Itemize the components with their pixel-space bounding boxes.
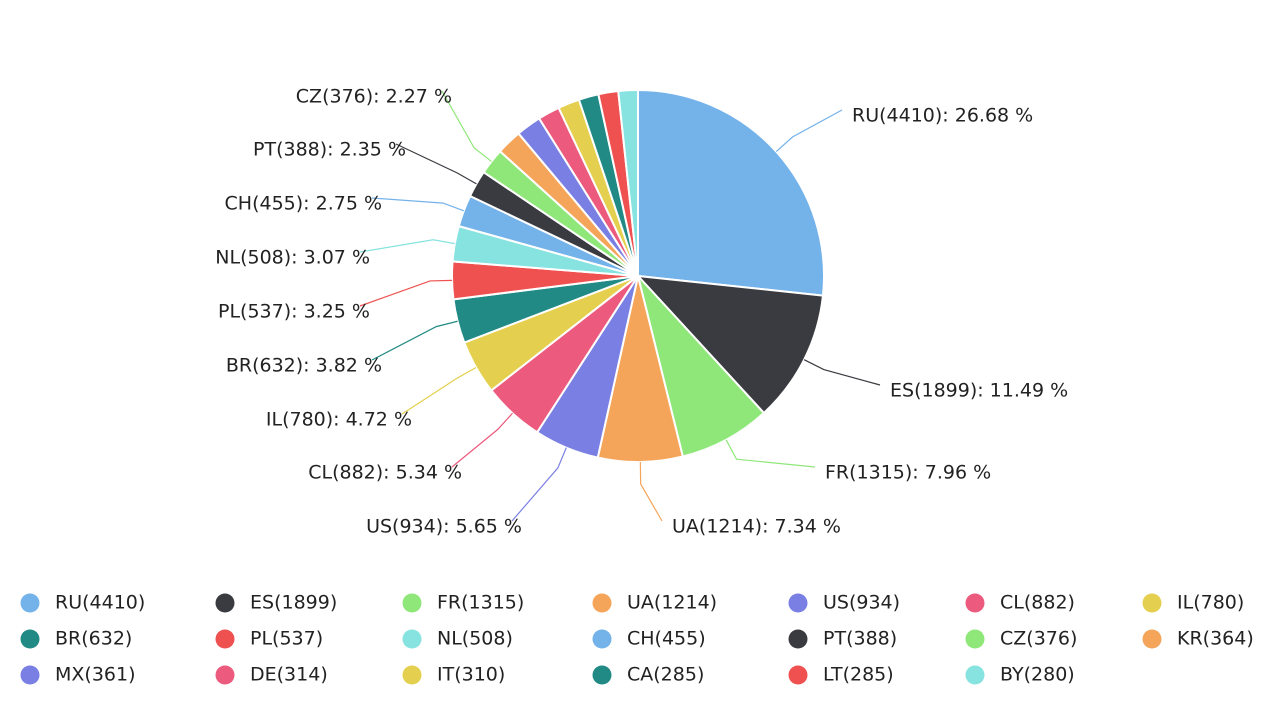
- slice-label-fr: FR(1315): 7.96 %: [825, 462, 991, 484]
- legend-marker: [215, 665, 235, 685]
- legend: RU(4410) ES(1899) FR(1315) UA(1214) US(934) C…: [20, 592, 1254, 686]
- slice-label-pl: PL(537): 3.25 %: [218, 301, 370, 323]
- legend-marker: [965, 629, 985, 649]
- legend-item-br[interactable]: BR(632): [20, 628, 133, 650]
- legend-marker: [215, 629, 235, 649]
- legend-label: CL(882): [1000, 592, 1075, 614]
- legend-label: BR(632): [55, 628, 132, 650]
- pie-slice-es[interactable]: [635, 274, 825, 415]
- legend-item-ua[interactable]: UA(1214): [592, 592, 718, 614]
- slice-label-us: US(934): 5.65 %: [366, 516, 522, 538]
- label-line-ru: [775, 109, 843, 153]
- legend-item-il[interactable]: IL(780): [1142, 592, 1245, 614]
- legend-label: BY(280): [1000, 664, 1075, 686]
- legend-item-ru[interactable]: RU(4410): [20, 592, 146, 614]
- legend-label: MX(361): [55, 664, 136, 686]
- label-line-cz: [441, 90, 492, 162]
- legend-item-pt[interactable]: PT(388): [788, 628, 898, 650]
- label-line-fr: [725, 439, 816, 468]
- label-line-il: [401, 366, 477, 415]
- label-line-cl: [451, 412, 513, 468]
- legend-marker: [20, 629, 40, 649]
- slice-label-nl: NL(508): 3.07 %: [215, 247, 370, 269]
- legend-marker: [20, 593, 40, 613]
- slice-labels: RU(4410): 26.68 % ES(1899): 11.49 % FR(131…: [215, 86, 1068, 538]
- legend-label: RU(4410): [55, 592, 145, 614]
- legend-marker: [402, 629, 422, 649]
- slice-label-ua: UA(1214): 7.34 %: [672, 516, 841, 538]
- slice-label-cz: CZ(376): 2.27 %: [296, 86, 452, 108]
- legend-item-by[interactable]: BY(280): [965, 664, 1075, 686]
- label-line-br: [371, 320, 458, 361]
- legend-label: FR(1315): [437, 592, 524, 614]
- legend-item-it[interactable]: IT(310): [402, 664, 506, 686]
- slice-label-br: BR(632): 3.82 %: [226, 355, 382, 377]
- legend-item-kr[interactable]: KR(364): [1142, 628, 1254, 650]
- legend-marker: [592, 593, 612, 613]
- legend-item-pl[interactable]: PL(537): [215, 628, 324, 650]
- legend-label: PT(388): [823, 628, 897, 650]
- legend-label: CZ(376): [1000, 628, 1077, 650]
- slice-label-pt: PT(388): 2.35 %: [253, 139, 406, 161]
- label-line-pl: [359, 279, 453, 307]
- legend-item-es[interactable]: ES(1899): [215, 592, 338, 614]
- legend-item-cl[interactable]: CL(882): [965, 592, 1075, 614]
- legend-marker: [20, 665, 40, 685]
- legend-marker: [402, 665, 422, 685]
- pie-slice-fr[interactable]: [637, 275, 766, 458]
- legend-label: DE(314): [250, 664, 328, 686]
- legend-label: CA(285): [627, 664, 704, 686]
- legend-marker: [788, 593, 808, 613]
- legend-item-nl[interactable]: NL(508): [402, 628, 513, 650]
- label-line-pt: [395, 143, 477, 185]
- legend-label: US(934): [823, 592, 900, 614]
- label-line-es: [803, 359, 881, 386]
- legend-marker: [788, 665, 808, 685]
- slice-label-es: ES(1899): 11.49 %: [890, 380, 1068, 402]
- legend-marker: [592, 629, 612, 649]
- legend-label: ES(1899): [250, 592, 337, 614]
- legend-marker: [1142, 593, 1162, 613]
- legend-label: PL(537): [250, 628, 323, 650]
- label-line-ch: [371, 197, 465, 212]
- legend-marker: [788, 629, 808, 649]
- legend-item-ch[interactable]: CH(455): [592, 628, 706, 650]
- legend-item-fr[interactable]: FR(1315): [402, 592, 525, 614]
- legend-marker: [402, 593, 422, 613]
- legend-marker: [592, 665, 612, 685]
- legend-item-ca[interactable]: CA(285): [592, 664, 705, 686]
- pie-slice-ru[interactable]: [637, 88, 825, 297]
- legend-marker: [965, 593, 985, 613]
- legend-label: NL(508): [437, 628, 513, 650]
- slice-label-il: IL(780): 4.72 %: [266, 409, 412, 431]
- slice-label-cl: CL(882): 5.34 %: [308, 462, 462, 484]
- label-line-nl: [359, 239, 455, 253]
- label-line-us: [511, 447, 567, 522]
- legend-marker: [1142, 629, 1162, 649]
- pie-slice-by[interactable]: [617, 88, 639, 277]
- legend-label: UA(1214): [627, 592, 717, 614]
- legend-label: KR(364): [1177, 628, 1254, 650]
- pie-slices: [451, 88, 825, 463]
- legend-item-de[interactable]: DE(314): [215, 664, 328, 686]
- label-line-ua: [639, 461, 663, 522]
- legend-item-us[interactable]: US(934): [788, 592, 901, 614]
- legend-item-mx[interactable]: MX(361): [20, 664, 136, 686]
- legend-item-cz[interactable]: CZ(376): [965, 628, 1078, 650]
- legend-label: CH(455): [627, 628, 706, 650]
- legend-label: IT(310): [437, 664, 505, 686]
- legend-marker: [965, 665, 985, 685]
- slice-label-ru: RU(4410): 26.68 %: [852, 105, 1033, 127]
- legend-marker: [215, 593, 235, 613]
- legend-label: LT(285): [823, 664, 894, 686]
- slice-label-ch: CH(455): 2.75 %: [225, 193, 382, 215]
- legend-label: IL(780): [1177, 592, 1244, 614]
- legend-item-lt[interactable]: LT(285): [788, 664, 894, 686]
